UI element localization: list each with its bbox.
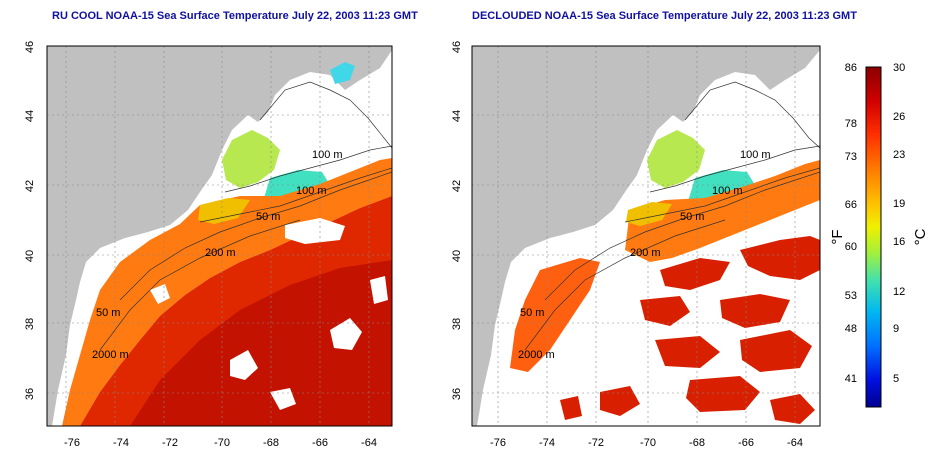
left-lon-axis: -76 -74 -72 -70 -68 -66 -64 xyxy=(64,437,377,449)
right-warm-coast xyxy=(510,258,600,372)
right-contour-labels: 100 m 100 m 50 m 200 m 50 m 2000 m xyxy=(518,149,771,361)
right-lat-tick-46: 46 xyxy=(451,41,463,53)
right-gridlines xyxy=(472,46,820,426)
right-lon-tick-74: -74 xyxy=(539,437,555,449)
right-map: 100 m 100 m 50 m 200 m 50 m 2000 m 46 44… xyxy=(451,41,821,449)
right-panel-title: DECLOUDED NOAA-15 Sea Surface Temperatur… xyxy=(472,10,857,22)
right-lat-tick-38: 38 xyxy=(451,318,463,330)
f-tick-86: 86 xyxy=(845,62,857,74)
right-lon-tick-64: -64 xyxy=(787,437,803,449)
left-lon-tick-70: -70 xyxy=(214,437,230,449)
left-cloud-patches xyxy=(150,218,388,410)
right-cool-shelf-water xyxy=(647,130,705,188)
f-tick-41: 41 xyxy=(845,373,857,385)
right-lat-tick-44: 44 xyxy=(451,110,463,122)
right-contour-label-200m: 200 m xyxy=(630,247,661,259)
right-contour-label-100m-north: 100 m xyxy=(740,149,771,161)
right-lat-axis: 46 44 42 40 38 36 xyxy=(451,41,463,400)
left-cool-shelf-water xyxy=(222,130,280,188)
right-hot-patches xyxy=(560,236,820,424)
f-tick-73: 73 xyxy=(845,151,857,163)
left-lat-axis: 46 44 42 40 38 36 xyxy=(24,41,36,400)
left-gridlines xyxy=(47,46,392,426)
f-tick-66: 66 xyxy=(845,199,857,211)
left-lon-tick-64: -64 xyxy=(361,437,377,449)
left-lat-tick-36: 36 xyxy=(24,388,36,400)
left-contour-label-100m-north: 100 m xyxy=(312,149,343,161)
celsius-label: °C xyxy=(912,228,929,245)
colorbar-celsius-ticks: 30 26 23 19 16 12 9 5 xyxy=(893,62,905,385)
left-contour-label-50m-south: 50 m xyxy=(96,307,120,319)
right-lon-tick-66: -66 xyxy=(738,437,754,449)
right-map-frame xyxy=(471,45,821,427)
colorbar-gradient xyxy=(865,66,882,408)
left-lat-tick-40: 40 xyxy=(24,250,36,262)
right-contour-label-50m: 50 m xyxy=(680,211,704,223)
left-hot-core xyxy=(130,260,392,426)
right-land-mass xyxy=(472,46,820,426)
left-contour-label-50m: 50 m xyxy=(256,211,280,223)
left-cyan-bay xyxy=(330,62,355,84)
c-tick-19: 19 xyxy=(893,198,905,210)
left-lat-tick-38: 38 xyxy=(24,318,36,330)
right-lon-axis: -76 -74 -72 -70 -68 -66 -64 xyxy=(490,437,803,449)
left-lat-tick-44: 44 xyxy=(24,110,36,122)
left-lon-tick-74: -74 xyxy=(113,437,129,449)
left-contour-label-100m-south: 100 m xyxy=(296,185,327,197)
left-lon-tick-72: -72 xyxy=(162,437,178,449)
right-lon-tick-72: -72 xyxy=(588,437,604,449)
right-contour-label-2000m: 2000 m xyxy=(518,349,555,361)
temperature-colorbar: 86 78 73 66 60 53 48 41 30 26 23 19 16 1… xyxy=(829,62,929,408)
right-isobaths xyxy=(524,81,820,351)
left-lon-tick-68: -68 xyxy=(263,437,279,449)
left-contour-label-2000m: 2000 m xyxy=(92,349,129,361)
left-isobaths xyxy=(99,81,392,351)
right-contour-label-50m-south: 50 m xyxy=(520,307,544,319)
right-front xyxy=(626,202,672,226)
left-map-frame xyxy=(46,45,393,427)
f-tick-53: 53 xyxy=(845,290,857,302)
f-tick-78: 78 xyxy=(845,118,857,130)
fahrenheit-label: °F xyxy=(829,229,846,244)
colorbar-fahrenheit-ticks: 86 78 73 66 60 53 48 41 xyxy=(845,62,857,385)
c-tick-26: 26 xyxy=(893,111,905,123)
left-land-mass xyxy=(47,46,392,426)
right-lon-tick-70: -70 xyxy=(640,437,656,449)
left-contour-labels: 100 m 100 m 50 m 200 m 50 m 2000 m xyxy=(92,149,343,361)
left-lat-tick-42: 42 xyxy=(24,180,36,192)
c-tick-5: 5 xyxy=(893,373,899,385)
c-tick-12: 12 xyxy=(893,286,905,298)
c-tick-16: 16 xyxy=(893,236,905,248)
c-tick-23: 23 xyxy=(893,149,905,161)
left-map: 100 m 100 m 50 m 200 m 50 m 2000 m 46 44… xyxy=(24,41,393,449)
left-contour-label-200m: 200 m xyxy=(205,247,236,259)
left-lon-tick-76: -76 xyxy=(64,437,80,449)
right-lat-tick-40: 40 xyxy=(451,250,463,262)
f-tick-60: 60 xyxy=(845,241,857,253)
right-lat-tick-42: 42 xyxy=(451,180,463,192)
c-tick-30: 30 xyxy=(893,62,905,74)
right-lat-tick-36: 36 xyxy=(451,388,463,400)
left-lat-tick-46: 46 xyxy=(24,41,36,53)
c-tick-9: 9 xyxy=(893,323,899,335)
right-lon-tick-68: -68 xyxy=(689,437,705,449)
right-lon-tick-76: -76 xyxy=(490,437,506,449)
f-tick-48: 48 xyxy=(845,323,857,335)
left-lon-tick-66: -66 xyxy=(312,437,328,449)
right-contour-label-100m-south: 100 m xyxy=(712,185,743,197)
left-front xyxy=(198,198,250,224)
left-panel-title: RU COOL NOAA-15 Sea Surface Temperature … xyxy=(52,10,418,22)
